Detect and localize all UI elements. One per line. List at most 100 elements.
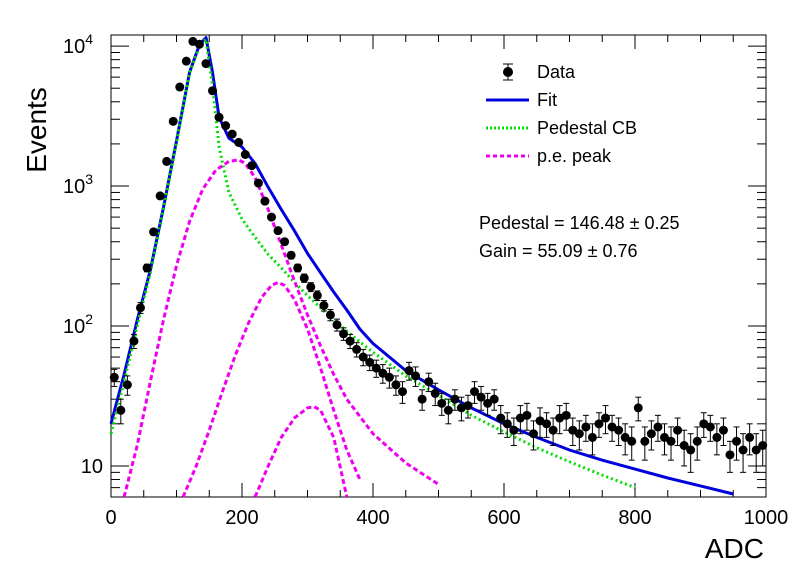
data-point [155, 191, 165, 201]
data-point [679, 429, 689, 467]
data-marker [208, 86, 218, 96]
data-point [332, 318, 342, 332]
data-point [450, 389, 460, 411]
data-point [266, 212, 276, 222]
data-marker [135, 303, 145, 313]
data-marker [732, 436, 742, 446]
data-marker [417, 394, 427, 404]
data-marker [293, 263, 303, 273]
data-point [470, 381, 480, 404]
data-point [522, 402, 532, 431]
data-point [574, 420, 584, 451]
data-point [175, 82, 185, 92]
data-point [312, 290, 322, 302]
data-marker [181, 56, 191, 66]
data-marker [751, 445, 761, 455]
data-point [378, 364, 388, 384]
data-point [712, 423, 722, 456]
data-point [496, 405, 506, 435]
data-point [738, 433, 748, 473]
data-marker [758, 440, 768, 450]
data-point [666, 426, 676, 461]
data-marker [450, 394, 460, 404]
data-point [633, 396, 643, 422]
data-marker [496, 413, 506, 423]
data-point [293, 263, 303, 273]
data-marker [502, 419, 512, 429]
data-marker [155, 191, 165, 201]
data-point [339, 327, 349, 341]
data-marker [332, 320, 342, 330]
data-marker [194, 39, 204, 49]
data-marker [561, 410, 571, 420]
data-marker [122, 380, 132, 390]
y-tick-label: 10 [81, 456, 103, 478]
data-point [614, 417, 624, 446]
data-marker [522, 410, 532, 420]
data-point [758, 429, 768, 467]
data-marker [286, 250, 296, 260]
data-marker [614, 425, 624, 435]
data-marker [489, 394, 499, 404]
data-point [299, 273, 309, 283]
data-point [214, 112, 224, 122]
data-marker [299, 273, 309, 283]
data-marker [574, 429, 584, 439]
data-marker [411, 371, 421, 381]
data-marker [234, 137, 244, 147]
data-point [653, 414, 663, 442]
data-marker [109, 372, 119, 382]
data-point [208, 86, 218, 96]
data-point [476, 385, 486, 411]
data-marker [371, 363, 381, 373]
series-p-e-peak-1 [122, 158, 440, 498]
x-tick-label: 800 [618, 507, 651, 529]
legend-data-marker [503, 67, 513, 77]
data-marker [594, 419, 604, 429]
data-point [371, 359, 381, 378]
data-marker [306, 282, 316, 292]
data-point [142, 263, 152, 273]
data-point [509, 417, 519, 446]
data-point [502, 412, 512, 438]
data-point [646, 420, 656, 451]
data-point [234, 137, 244, 147]
data-marker [640, 436, 650, 446]
data-point [306, 282, 316, 293]
data-marker [718, 425, 728, 435]
data-point [561, 402, 571, 431]
x-tick-label: 0 [105, 507, 116, 529]
data-marker [659, 432, 669, 442]
data-marker [339, 329, 349, 339]
data-point [686, 433, 696, 473]
data-point [194, 39, 204, 49]
data-marker [653, 422, 663, 432]
data-marker [548, 425, 558, 435]
data-marker [260, 196, 270, 206]
data-point [483, 392, 493, 416]
data-point [437, 392, 447, 416]
data-marker [646, 429, 656, 439]
data-point [751, 433, 761, 473]
data-marker [214, 112, 224, 122]
data-point [273, 226, 283, 236]
data-marker [129, 336, 139, 346]
data-point [260, 196, 270, 206]
data-point [594, 412, 604, 438]
data-marker [705, 422, 715, 432]
data-point [352, 342, 362, 358]
series-pedestal-cb [109, 37, 636, 490]
annotation-pedestal: Pedestal = 146.48 ± 0.25 [479, 213, 680, 233]
data-point [253, 178, 263, 188]
data-marker [240, 150, 250, 160]
legend-label-fit: Fit [537, 90, 557, 110]
data-marker [404, 366, 414, 376]
x-tick-label: 400 [356, 507, 389, 529]
data-point [705, 414, 715, 442]
data-marker [266, 212, 276, 222]
data-marker [247, 161, 257, 171]
data-marker [227, 129, 237, 139]
data-point [548, 417, 558, 446]
data-marker [587, 432, 597, 442]
